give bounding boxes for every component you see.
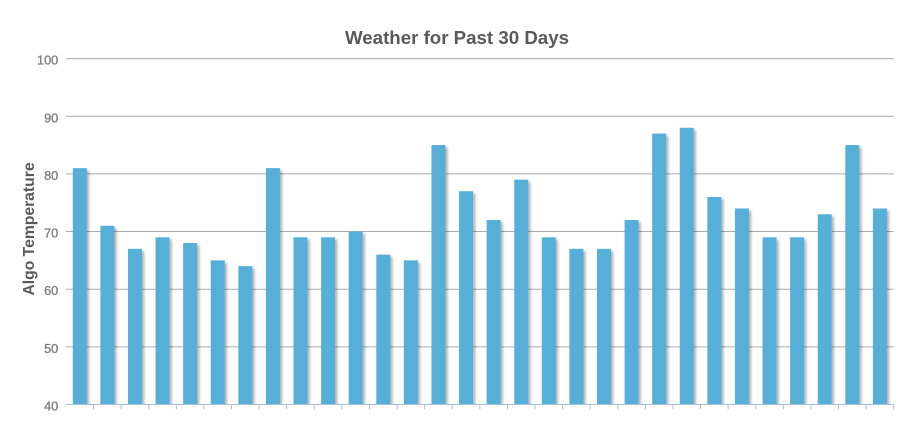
- svg-text:40: 40: [44, 400, 58, 414]
- svg-text:Weather for Past 30 Days: Weather for Past 30 Days: [345, 27, 569, 48]
- svg-text:50: 50: [44, 342, 58, 356]
- svg-text:100: 100: [37, 54, 58, 68]
- svg-text:80: 80: [44, 169, 58, 183]
- svg-text:90: 90: [44, 111, 58, 125]
- svg-text:Algo Temperature: Algo Temperature: [21, 162, 38, 295]
- svg-text:70: 70: [44, 227, 58, 241]
- svg-text:60: 60: [44, 284, 58, 298]
